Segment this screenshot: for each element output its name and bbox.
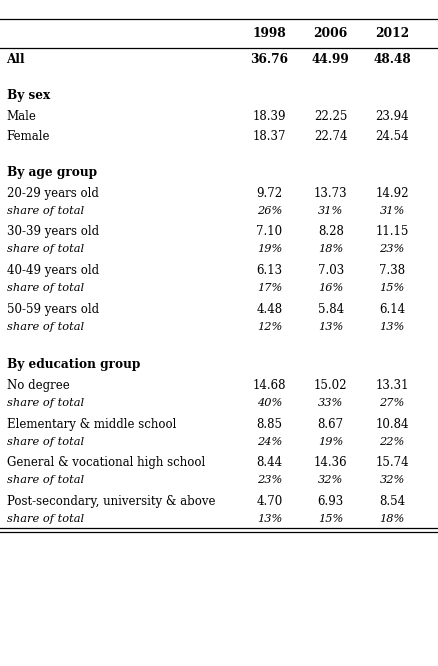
Text: 23%: 23% — [257, 475, 282, 486]
Text: 22.25: 22.25 — [314, 110, 347, 123]
Text: 5.84: 5.84 — [318, 302, 344, 316]
Text: 11.15: 11.15 — [375, 225, 409, 238]
Text: 16%: 16% — [318, 283, 343, 293]
Text: share of total: share of total — [7, 513, 84, 524]
Text: share of total: share of total — [7, 244, 84, 254]
Text: 18.39: 18.39 — [253, 110, 286, 123]
Text: 15%: 15% — [318, 513, 343, 524]
Text: 32%: 32% — [379, 475, 405, 486]
Text: 4.70: 4.70 — [256, 495, 283, 508]
Text: 18.37: 18.37 — [253, 129, 286, 143]
Text: By education group: By education group — [7, 358, 140, 371]
Text: 18%: 18% — [379, 513, 405, 524]
Text: 14.92: 14.92 — [375, 186, 409, 200]
Text: 33%: 33% — [318, 398, 343, 408]
Text: 8.54: 8.54 — [379, 495, 405, 508]
Text: 23.94: 23.94 — [375, 110, 409, 123]
Text: 27%: 27% — [379, 398, 405, 408]
Text: 13.31: 13.31 — [375, 379, 409, 392]
Text: 13%: 13% — [257, 513, 282, 524]
Text: Elementary & middle school: Elementary & middle school — [7, 418, 176, 431]
Text: 18%: 18% — [318, 244, 343, 254]
Text: 7.38: 7.38 — [379, 264, 405, 277]
Text: 8.85: 8.85 — [256, 418, 283, 431]
Text: 6.13: 6.13 — [256, 264, 283, 277]
Text: 2012: 2012 — [375, 27, 409, 40]
Text: 26%: 26% — [257, 206, 282, 216]
Text: 7.03: 7.03 — [318, 264, 344, 277]
Text: 12%: 12% — [257, 322, 282, 332]
Text: 15.02: 15.02 — [314, 379, 347, 392]
Text: share of total: share of total — [7, 398, 84, 408]
Text: 8.28: 8.28 — [318, 225, 344, 238]
Text: 14.68: 14.68 — [253, 379, 286, 392]
Text: 32%: 32% — [318, 475, 343, 486]
Text: 15%: 15% — [379, 283, 405, 293]
Text: 40%: 40% — [257, 398, 282, 408]
Text: 22.74: 22.74 — [314, 129, 347, 143]
Text: Post-secondary, university & above: Post-secondary, university & above — [7, 495, 215, 508]
Text: 1998: 1998 — [252, 27, 286, 40]
Text: share of total: share of total — [7, 206, 84, 216]
Text: 40-49 years old: 40-49 years old — [7, 264, 99, 277]
Text: share of total: share of total — [7, 475, 84, 486]
Text: share of total: share of total — [7, 436, 84, 447]
Text: No degree: No degree — [7, 379, 69, 392]
Text: 7.10: 7.10 — [256, 225, 283, 238]
Text: Male: Male — [7, 110, 36, 123]
Text: 6.14: 6.14 — [379, 302, 405, 316]
Text: 2006: 2006 — [314, 27, 348, 40]
Text: 19%: 19% — [257, 244, 282, 254]
Text: All: All — [7, 53, 25, 66]
Text: 13%: 13% — [318, 322, 343, 332]
Text: 9.72: 9.72 — [256, 186, 283, 200]
Text: Female: Female — [7, 129, 50, 143]
Text: By sex: By sex — [7, 89, 50, 102]
Text: 24.54: 24.54 — [375, 129, 409, 143]
Text: 23%: 23% — [379, 244, 405, 254]
Text: 15.74: 15.74 — [375, 456, 409, 470]
Text: 24%: 24% — [257, 436, 282, 447]
Text: 13%: 13% — [379, 322, 405, 332]
Text: 10.84: 10.84 — [375, 418, 409, 431]
Text: 31%: 31% — [379, 206, 405, 216]
Text: 6.93: 6.93 — [318, 495, 344, 508]
Text: 31%: 31% — [318, 206, 343, 216]
Text: 44.99: 44.99 — [312, 53, 350, 66]
Text: By age group: By age group — [7, 166, 97, 179]
Text: 20-29 years old: 20-29 years old — [7, 186, 99, 200]
Text: 22%: 22% — [379, 436, 405, 447]
Text: 8.44: 8.44 — [256, 456, 283, 470]
Text: General & vocational high school: General & vocational high school — [7, 456, 205, 470]
Text: 4.48: 4.48 — [256, 302, 283, 316]
Text: 30-39 years old: 30-39 years old — [7, 225, 99, 238]
Text: 17%: 17% — [257, 283, 282, 293]
Text: 36.76: 36.76 — [251, 53, 288, 66]
Text: 14.36: 14.36 — [314, 456, 347, 470]
Text: 13.73: 13.73 — [314, 186, 347, 200]
Text: 19%: 19% — [318, 436, 343, 447]
Text: 50-59 years old: 50-59 years old — [7, 302, 99, 316]
Text: share of total: share of total — [7, 283, 84, 293]
Text: share of total: share of total — [7, 322, 84, 332]
Text: 48.48: 48.48 — [373, 53, 411, 66]
Text: 8.67: 8.67 — [318, 418, 344, 431]
